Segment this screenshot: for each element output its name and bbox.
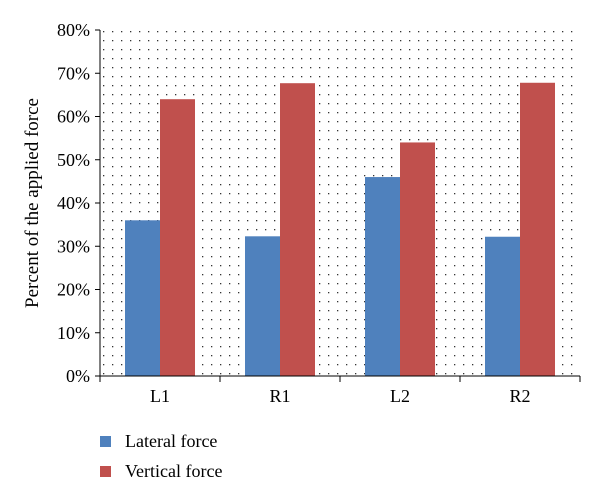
- legend-swatch-lateral: [100, 435, 111, 447]
- y-tick-label: 60%: [57, 107, 90, 127]
- y-tick-label: 50%: [57, 150, 90, 170]
- y-tick-label: 80%: [57, 20, 90, 40]
- bar-lateral-force-l2: [365, 177, 400, 376]
- bar-vertical-force-r1: [280, 83, 315, 376]
- legend: Lateral force Vertical force: [100, 426, 222, 486]
- bar-vertical-force-l1: [160, 99, 195, 376]
- y-tick-label: 0%: [66, 366, 90, 386]
- bar-chart: 0% 10% 20% 30% 40% 50% 60% 70% 80% L1 R1 L2 R2 Perce…: [22, 20, 581, 406]
- legend-item-lateral: Lateral force: [100, 426, 222, 456]
- x-tick-label: R2: [509, 386, 530, 406]
- legend-label-lateral: Lateral force: [125, 430, 218, 451]
- y-tick-label: 70%: [57, 63, 90, 83]
- x-tick-label: L1: [150, 386, 170, 406]
- bar-vertical-force-l2: [400, 142, 435, 376]
- y-tick-label: 40%: [57, 193, 90, 213]
- x-tick-label: R1: [269, 386, 290, 406]
- bar-lateral-force-r2: [485, 236, 520, 376]
- y-tick-label: 20%: [57, 280, 90, 300]
- bars: [125, 82, 555, 376]
- x-tick-label: L2: [390, 386, 410, 406]
- axes: 0% 10% 20% 30% 40% 50% 60% 70% 80% L1 R1 L2 R2: [57, 20, 581, 406]
- y-axis-title: Percent of the applied force: [22, 98, 43, 308]
- y-tick-label: 10%: [57, 323, 90, 343]
- legend-swatch-vertical: [100, 465, 111, 477]
- bar-lateral-force-r1: [245, 236, 280, 376]
- legend-item-vertical: Vertical force: [100, 456, 222, 486]
- legend-label-vertical: Vertical force: [125, 460, 223, 481]
- bar-vertical-force-r2: [520, 82, 555, 376]
- y-tick-label: 30%: [57, 236, 90, 256]
- bar-lateral-force-l1: [125, 220, 160, 376]
